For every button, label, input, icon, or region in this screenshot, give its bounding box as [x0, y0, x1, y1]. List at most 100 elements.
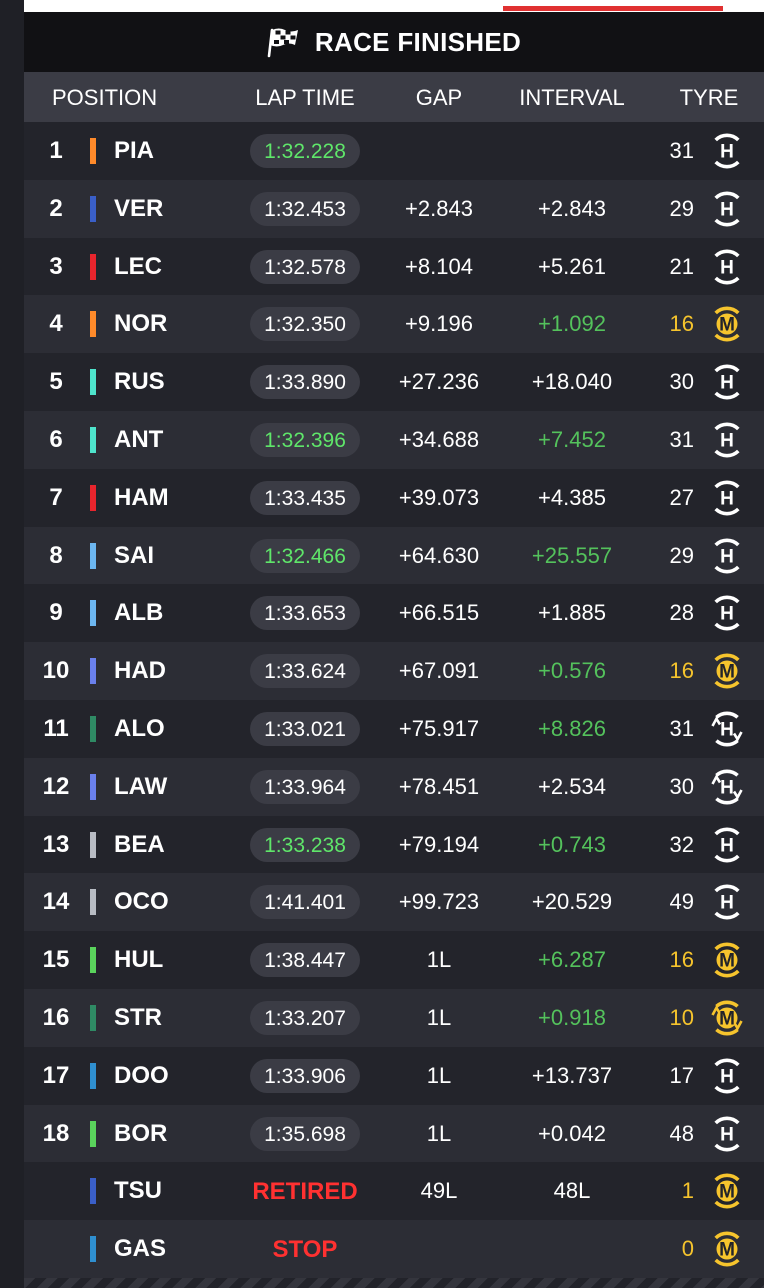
driver-code: ALO: [114, 714, 165, 742]
position-number: 1: [49, 137, 63, 164]
position-number: 15: [42, 946, 70, 974]
table-row[interactable]: 18 BOR 1:35.698 1L +0.042 48 H: [24, 1104, 764, 1163]
svg-text:H: H: [720, 430, 734, 451]
table-row[interactable]: 16 STR 1:33.207 1L +0.918 10 M: [24, 988, 764, 1047]
gap-value: +66.515: [398, 600, 480, 626]
team-color-stripe: [90, 1236, 96, 1263]
driver-code: HAM: [114, 483, 169, 511]
driver-code: DOO: [114, 1061, 169, 1089]
gap-value: +78.451: [398, 773, 480, 799]
tyre-age: 10: [669, 1004, 694, 1030]
lap-time-pill: 1:33.207: [250, 1000, 360, 1035]
gap-value: +64.630: [398, 542, 480, 568]
tyre-age: 16: [669, 947, 694, 973]
table-row[interactable]: 12 LAW 1:33.964 +78.451 +2.534 30 H: [24, 757, 764, 816]
position-number: 13: [42, 830, 70, 858]
tyre-age: 0: [681, 1236, 694, 1262]
tyre-age: 30: [669, 773, 694, 799]
position-number: [24, 1220, 88, 1278]
table-row[interactable]: 6 ANT 1:32.396 +34.688 +7.452 31 H: [24, 410, 764, 469]
interval-value: +1.885: [538, 600, 606, 626]
gap-value: +67.091: [398, 658, 480, 684]
team-color-stripe: [90, 1178, 96, 1205]
team-color-stripe: [90, 311, 96, 338]
table-row[interactable]: 15 HUL 1:38.447 1L +6.287 16 M: [24, 931, 764, 989]
position-number: 14: [42, 888, 70, 916]
interval-value: +8.826: [538, 715, 606, 741]
column-header-interval: INTERVAL: [519, 85, 625, 110]
driver-code: STR: [114, 1003, 162, 1031]
tyre-age: 27: [669, 484, 694, 510]
tyre-age: 1: [681, 1178, 694, 1204]
hard-tyre-icon: H: [708, 883, 746, 921]
svg-text:M: M: [719, 315, 735, 336]
hard-tyre-icon: H: [708, 594, 746, 632]
position-number: 6: [49, 425, 63, 453]
interval-value: [512, 122, 632, 180]
tyre-age: 48: [669, 1120, 694, 1146]
interval-value: 48L: [553, 1178, 591, 1204]
position-number: 7: [49, 483, 63, 511]
lap-time-pill: 1:32.578: [250, 249, 360, 284]
position-number: 17: [42, 1061, 70, 1089]
team-color-stripe: [90, 889, 96, 916]
driver-code: LEC: [114, 252, 162, 280]
table-row[interactable]: 11 ALO 1:33.021 +75.917 +8.826 31 H: [24, 699, 764, 758]
gap-value: [379, 122, 499, 180]
svg-text:M: M: [719, 1240, 735, 1261]
table-row[interactable]: 14 OCO 1:41.401 +99.723 +20.529 49 H: [24, 873, 764, 932]
team-color-stripe: [90, 138, 96, 164]
lap-time-pill: 1:33.435: [250, 480, 360, 515]
table-row[interactable]: 4 NOR 1:32.350 +9.196 +1.092 16 M: [24, 295, 764, 354]
driver-status: STOP: [272, 1236, 338, 1264]
position-number: 4: [49, 310, 63, 338]
interval-value: +25.557: [531, 542, 613, 568]
table-row[interactable]: GAS STOP 0 M: [24, 1220, 764, 1278]
team-color-stripe: [90, 1004, 96, 1031]
team-color-stripe: [90, 426, 96, 453]
table-row[interactable]: 9 ALB 1:33.653 +66.515 +1.885 28 H: [24, 584, 764, 643]
tyre-age: 31: [669, 138, 694, 163]
interval-value: +0.042: [538, 1120, 606, 1146]
gap-value: +99.723: [398, 889, 480, 915]
svg-text:H: H: [720, 546, 734, 567]
team-color-stripe: [90, 947, 96, 974]
table-row[interactable]: 1 PIA 1:32.228 31 H: [24, 122, 764, 180]
table-row[interactable]: 5 RUS 1:33.890 +27.236 +18.040 30 H: [24, 353, 764, 411]
interval-value: +20.529: [531, 889, 613, 915]
tyre-age: 31: [669, 715, 694, 741]
svg-text:H: H: [720, 142, 734, 163]
svg-text:H: H: [720, 893, 734, 914]
interval-value: +1.092: [538, 311, 606, 337]
interval-value: +0.743: [538, 831, 606, 857]
driver-code: PIA: [114, 137, 155, 164]
svg-text:H: H: [720, 835, 734, 856]
position-number: 5: [49, 368, 63, 396]
column-header-gap: GAP: [415, 85, 463, 110]
tyre-age: 16: [669, 658, 694, 684]
table-row[interactable]: 13 BEA 1:33.238 +79.194 +0.743 32 H: [24, 815, 764, 874]
interval-value: +6.287: [538, 947, 606, 973]
table-row[interactable]: TSU RETIRED 49L 48L 1 M: [24, 1162, 764, 1221]
hard-tyre-icon: H: [708, 1115, 746, 1153]
driver-code: HAD: [114, 657, 166, 685]
left-edge-strip: [0, 0, 24, 1288]
medium-used-tyre-icon: M: [708, 999, 746, 1037]
team-color-stripe: [90, 542, 96, 569]
table-row[interactable]: 8 SAI 1:32.466 +64.630 +25.557 29 H: [24, 526, 764, 585]
position-number: 3: [49, 252, 63, 280]
table-row[interactable]: 3 LEC 1:32.578 +8.104 +5.261 21 H: [24, 237, 764, 296]
table-row[interactable]: 2 VER 1:32.453 +2.843 +2.843 29 H: [24, 179, 764, 238]
position-number: 8: [49, 541, 63, 569]
svg-text:M: M: [719, 662, 735, 683]
team-color-stripe: [90, 600, 96, 627]
table-row[interactable]: 10 HAD 1:33.624 +67.091 +0.576 16 M: [24, 642, 764, 700]
team-color-stripe: [90, 484, 96, 511]
position-number: 9: [49, 599, 63, 627]
table-row[interactable]: 7 HAM 1:33.435 +39.073 +4.385 27 H: [24, 468, 764, 527]
team-color-stripe: [90, 253, 96, 280]
driver-code: VER: [114, 194, 164, 222]
checkered-flag-icon: [267, 28, 298, 58]
table-row[interactable]: 17 DOO 1:33.906 1L +13.737 17 H: [24, 1046, 764, 1105]
driver-status: RETIRED: [252, 1178, 358, 1206]
